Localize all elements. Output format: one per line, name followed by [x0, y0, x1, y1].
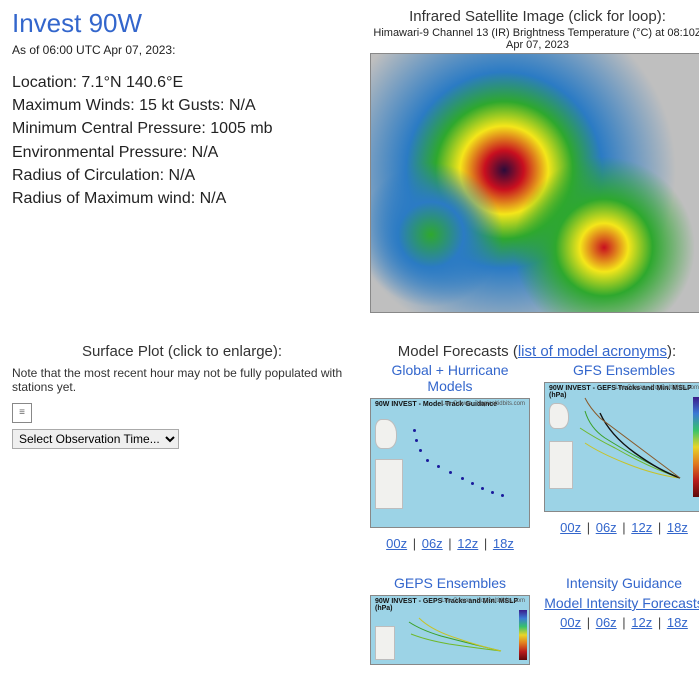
run-link-06z[interactable]: 06z	[596, 520, 617, 535]
panel-geps-map[interactable]: 90W INVEST - GEPS Tracks and Min. MSLP (…	[370, 595, 530, 665]
stat-env-pressure: Environmental Pressure: N/A	[12, 141, 352, 164]
models-section-label: Model Forecasts (list of model acronyms)…	[370, 343, 699, 360]
track-dot	[419, 449, 422, 452]
run-sep: |	[478, 536, 493, 551]
run-link-00z[interactable]: 00z	[560, 615, 581, 630]
models-label-post: ):	[667, 343, 676, 360]
panel-gfs: GFS Ensembles 90W INVEST - GEFS Tracks a…	[544, 362, 699, 551]
satellite-section-label: Infrared Satellite Image (click for loop…	[370, 8, 699, 25]
panel-global-credit: Lee Cowan · tropicaltidbits.com	[441, 401, 525, 407]
panel-global-map[interactable]: 90W INVEST - Model Track Guidance Lee Co…	[370, 398, 530, 528]
panel-geps: GEPS Ensembles 90W INVEST - GEPS Tracks …	[370, 575, 530, 673]
run-link-00z[interactable]: 00z	[560, 520, 581, 535]
stat-location: Location: 7.1°N 140.6°E	[12, 71, 352, 94]
satellite-caption: Himawari-9 Channel 13 (IR) Brightness Te…	[370, 27, 699, 51]
run-sep: |	[581, 615, 596, 630]
run-link-18z[interactable]: 18z	[667, 615, 688, 630]
run-sep: |	[652, 520, 667, 535]
panel-global-title: Global + Hurricane Models	[370, 362, 530, 394]
panel-intensity-runs: 00z | 06z | 12z | 18z	[544, 615, 699, 630]
run-link-12z[interactable]: 12z	[631, 520, 652, 535]
run-sep: |	[443, 536, 458, 551]
track-dot	[415, 439, 418, 442]
run-sep: |	[581, 520, 596, 535]
top-row: Invest 90W As of 06:00 UTC Apr 07, 2023:…	[12, 8, 687, 313]
panel-gfs-map[interactable]: 90W INVEST - GEFS Tracks and Min. MSLP (…	[544, 382, 699, 512]
document-icon[interactable]: ≡	[12, 403, 32, 423]
satellite-image[interactable]	[370, 53, 699, 313]
run-link-12z[interactable]: 12z	[631, 615, 652, 630]
track-dot	[481, 487, 484, 490]
track-dot	[461, 477, 464, 480]
run-link-06z[interactable]: 06z	[422, 536, 443, 551]
satellite-column: Infrared Satellite Image (click for loop…	[370, 8, 699, 313]
panel-global-runs: 00z | 06z | 12z | 18z	[370, 536, 530, 551]
observation-time-select[interactable]: Select Observation Time...	[12, 429, 179, 449]
run-link-18z[interactable]: 18z	[493, 536, 514, 551]
run-link-18z[interactable]: 18z	[667, 520, 688, 535]
panel-gfs-runs: 00z | 06z | 12z | 18z	[544, 520, 699, 535]
map-landmass	[375, 459, 403, 509]
run-link-06z[interactable]: 06z	[596, 615, 617, 630]
run-sep: |	[617, 520, 632, 535]
stat-roc: Radius of Circulation: N/A	[12, 164, 352, 187]
stat-winds: Maximum Winds: 15 kt Gusts: N/A	[12, 94, 352, 117]
panel-global: Global + Hurricane Models 90W INVEST - M…	[370, 362, 530, 551]
model-intensity-link[interactable]: Model Intensity Forecasts	[544, 595, 699, 611]
panel-intensity: Intensity Guidance Model Intensity Forec…	[544, 575, 699, 673]
models-column: Model Forecasts (list of model acronyms)…	[370, 343, 699, 673]
track-dot	[437, 465, 440, 468]
run-link-12z[interactable]: 12z	[457, 536, 478, 551]
ensemble-tracks-icon	[371, 596, 530, 665]
track-dot	[426, 459, 429, 462]
track-dot	[501, 494, 504, 497]
stat-pressure: Minimum Central Pressure: 1005 mb	[12, 117, 352, 140]
map-landmass	[375, 419, 397, 449]
run-sep: |	[652, 615, 667, 630]
summary-column: Invest 90W As of 06:00 UTC Apr 07, 2023:…	[12, 8, 352, 313]
panel-geps-title: GEPS Ensembles	[370, 575, 530, 591]
run-sep: |	[617, 615, 632, 630]
stat-rmw: Radius of Maximum wind: N/A	[12, 187, 352, 210]
bottom-row: Surface Plot (click to enlarge): Note th…	[12, 343, 687, 673]
models-label-pre: Model Forecasts (	[398, 343, 518, 360]
track-dot	[413, 429, 416, 432]
model-acronyms-link[interactable]: list of model acronyms	[518, 343, 667, 360]
surface-section-label: Surface Plot (click to enlarge):	[12, 343, 352, 360]
panel-intensity-sub: Model Intensity Forecasts	[544, 595, 699, 611]
panel-intensity-title: Intensity Guidance	[544, 575, 699, 591]
panel-gfs-title: GFS Ensembles	[544, 362, 699, 378]
track-dot	[471, 482, 474, 485]
run-link-00z[interactable]: 00z	[386, 536, 407, 551]
track-dot	[449, 471, 452, 474]
track-dot	[491, 491, 494, 494]
model-grid: Global + Hurricane Models 90W INVEST - M…	[370, 362, 699, 673]
surface-column: Surface Plot (click to enlarge): Note th…	[12, 343, 352, 673]
surface-note: Note that the most recent hour may not b…	[12, 366, 352, 394]
as-of-line: As of 06:00 UTC Apr 07, 2023:	[12, 43, 352, 57]
storm-title: Invest 90W	[12, 8, 352, 39]
ensemble-tracks-icon	[545, 383, 699, 512]
run-sep: |	[407, 536, 422, 551]
